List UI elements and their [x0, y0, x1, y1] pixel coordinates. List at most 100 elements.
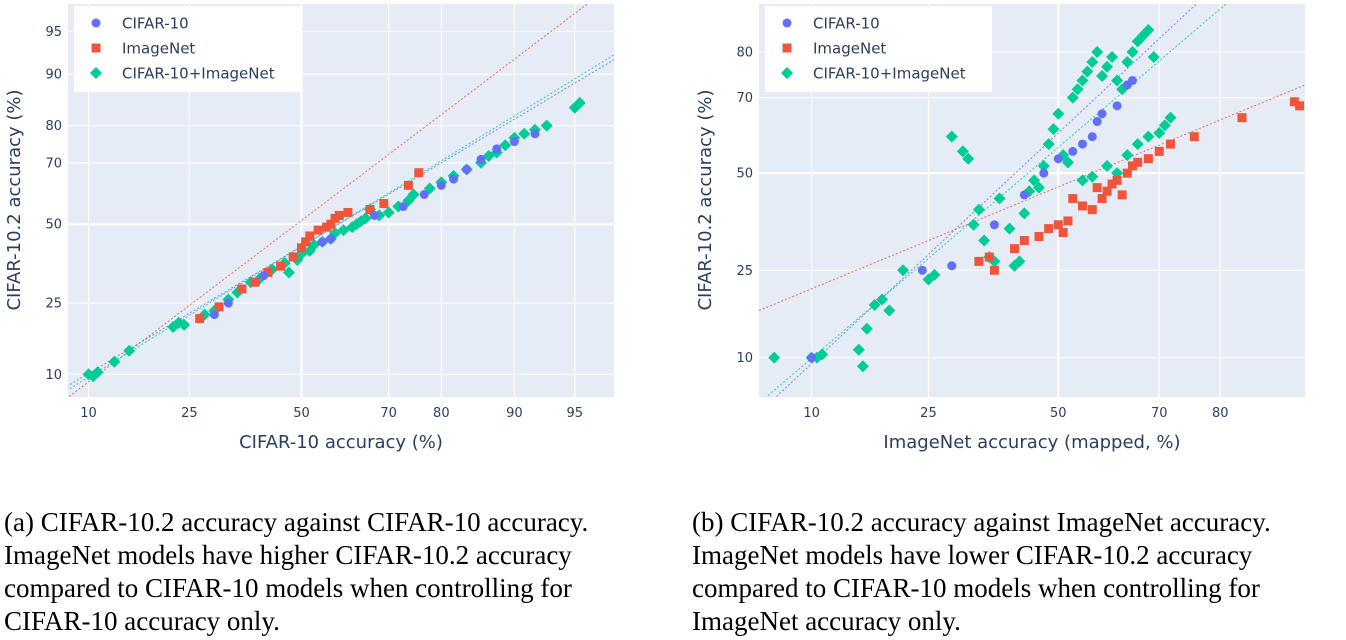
- panel-a-series-2: [82, 96, 586, 383]
- panel-b-y-tick-label: 25: [736, 264, 753, 279]
- panel-b-point: [1237, 113, 1247, 123]
- panel-a-grid: [68, 4, 614, 397]
- panel-b-fit-line-1: [775, 4, 1198, 397]
- caption-a-line-1: (a) CIFAR-10.2 accuracy against CIFAR-10…: [4, 506, 664, 539]
- panel-b-point: [989, 220, 999, 230]
- panel-a-point: [276, 261, 286, 271]
- caption-b-line-1: (b) CIFAR-10.2 accuracy against ImageNet…: [692, 506, 1344, 539]
- panel-b-point: [1077, 139, 1087, 149]
- panel-b-point: [962, 152, 975, 165]
- panel-a-point: [250, 277, 260, 287]
- panel-a-point: [343, 207, 353, 217]
- panel-b-point: [868, 298, 881, 311]
- panel-a-x-tick-label: 25: [181, 406, 198, 421]
- panel-a-point: [326, 234, 336, 244]
- panel-a-series-1: [195, 168, 424, 324]
- panel-b-point: [856, 360, 869, 373]
- panel-a-legend-box: [74, 6, 301, 92]
- panel-b-legend-marker: [782, 43, 792, 53]
- panel-b-legend-label: ImageNet: [813, 40, 886, 58]
- panel-b-y-tick-label: 80: [736, 45, 753, 60]
- panel-a-point: [365, 204, 375, 214]
- panel-b-point: [1091, 45, 1104, 58]
- panel-b-y-tick-label: 70: [736, 91, 753, 106]
- panel-a-x-tick-label: 10: [80, 406, 97, 421]
- panel-a-point: [214, 302, 224, 312]
- panel-b-point: [1127, 161, 1137, 171]
- panel-b-x-tick-label: 80: [1212, 406, 1229, 421]
- panel-a-point: [288, 252, 298, 262]
- panel-b-point: [967, 218, 980, 231]
- panel-b-x-tick-label: 70: [1151, 406, 1168, 421]
- panel-a-point: [108, 355, 121, 368]
- panel-b-point: [1052, 107, 1065, 120]
- panel-a-point: [296, 243, 306, 253]
- panel-b-points: [768, 23, 1305, 373]
- panel-b-point: [1086, 170, 1099, 183]
- caption-a-line-3: compared to CIFAR-10 models when control…: [4, 573, 572, 603]
- panel-b-point: [1189, 132, 1199, 142]
- panel-a-x-tick-label: 80: [433, 406, 450, 421]
- panel-a-point: [334, 210, 344, 220]
- panel-b-point: [1032, 181, 1045, 194]
- panel-a-point: [492, 144, 502, 154]
- panel-b-point: [1106, 51, 1119, 64]
- panel-a-y-tick-label: 50: [45, 218, 62, 233]
- panel-b-y-axis-label: CIFAR-10.2 accuracy (%): [695, 89, 716, 310]
- panel-b-point: [1042, 138, 1055, 151]
- panel-b-legend-label: CIFAR-10: [813, 15, 880, 33]
- panel-a-point: [407, 188, 420, 201]
- panel-b-point: [1295, 101, 1305, 111]
- panel-a-point: [359, 212, 372, 225]
- panel-b-point: [1121, 149, 1134, 162]
- panel-b-point: [860, 322, 873, 335]
- caption-a-line-4: CIFAR-10 accuracy only.: [4, 606, 280, 636]
- panel-a-x-axis-label: CIFAR-10 accuracy (%): [239, 432, 443, 453]
- panel-b-point: [1101, 60, 1114, 73]
- panel-b-point: [972, 203, 985, 216]
- panel-a-point: [237, 284, 247, 294]
- panel-a-y-axis-label: CIFAR-10.2 accuracy (%): [4, 89, 25, 310]
- panel-b-y-tick-label: 10: [736, 351, 753, 366]
- panel-a-point: [263, 268, 273, 278]
- panel-b-point: [1107, 179, 1117, 189]
- panel-b-point: [1019, 190, 1029, 200]
- panel-b-x-tick-label: 10: [803, 406, 820, 421]
- panel-a-point: [419, 190, 429, 200]
- panel-b-point: [1087, 205, 1097, 215]
- panel-a-point: [91, 366, 104, 379]
- panel-b-grid: [759, 4, 1305, 397]
- panel-b-point: [1076, 174, 1089, 187]
- panel-b-point: [897, 264, 910, 277]
- panel-b-point: [1122, 168, 1132, 178]
- panel-b-x-tick-label: 25: [920, 406, 937, 421]
- panel-b-point: [956, 145, 969, 158]
- panel-b-point: [1289, 97, 1299, 107]
- panel-a-point: [449, 174, 459, 184]
- caption-a-text-1: CIFAR-10.2 accuracy against CIFAR-10 acc…: [40, 507, 589, 537]
- caption-a-line-2: ImageNet models have higher CIFAR-10.2 a…: [4, 540, 572, 570]
- caption-a: (a) CIFAR-10.2 accuracy against CIFAR-10…: [4, 506, 664, 638]
- panel-b-legend: CIFAR-10 ImageNet CIFAR-10+ImageNet: [765, 6, 992, 92]
- panel-a-point: [317, 237, 327, 247]
- panel-b-point: [1158, 119, 1171, 132]
- panel-b-point: [1131, 138, 1144, 151]
- panel-b-point: [1068, 194, 1078, 204]
- panel-a-legend-marker: [91, 43, 101, 53]
- panel-a-point: [540, 119, 553, 132]
- panel-b-point: [1018, 207, 1031, 220]
- panel-a-point: [313, 225, 323, 235]
- panel-a-fit-line-0: [68, 4, 589, 397]
- panel-a-points: [82, 96, 586, 383]
- panel-b-point: [1112, 101, 1122, 111]
- panel-b-point: [984, 252, 994, 262]
- panel-b-point: [1044, 224, 1054, 234]
- panel-b-point: [1165, 139, 1175, 149]
- panel-b-point: [1076, 74, 1089, 87]
- panel-b-point: [1039, 168, 1049, 178]
- panel-b-point: [1127, 76, 1137, 86]
- panel-b-point: [1143, 154, 1153, 164]
- panel-a-legend-label: CIFAR-10+ImageNet: [122, 65, 275, 83]
- panel-a-x-tick-label: 90: [506, 406, 523, 421]
